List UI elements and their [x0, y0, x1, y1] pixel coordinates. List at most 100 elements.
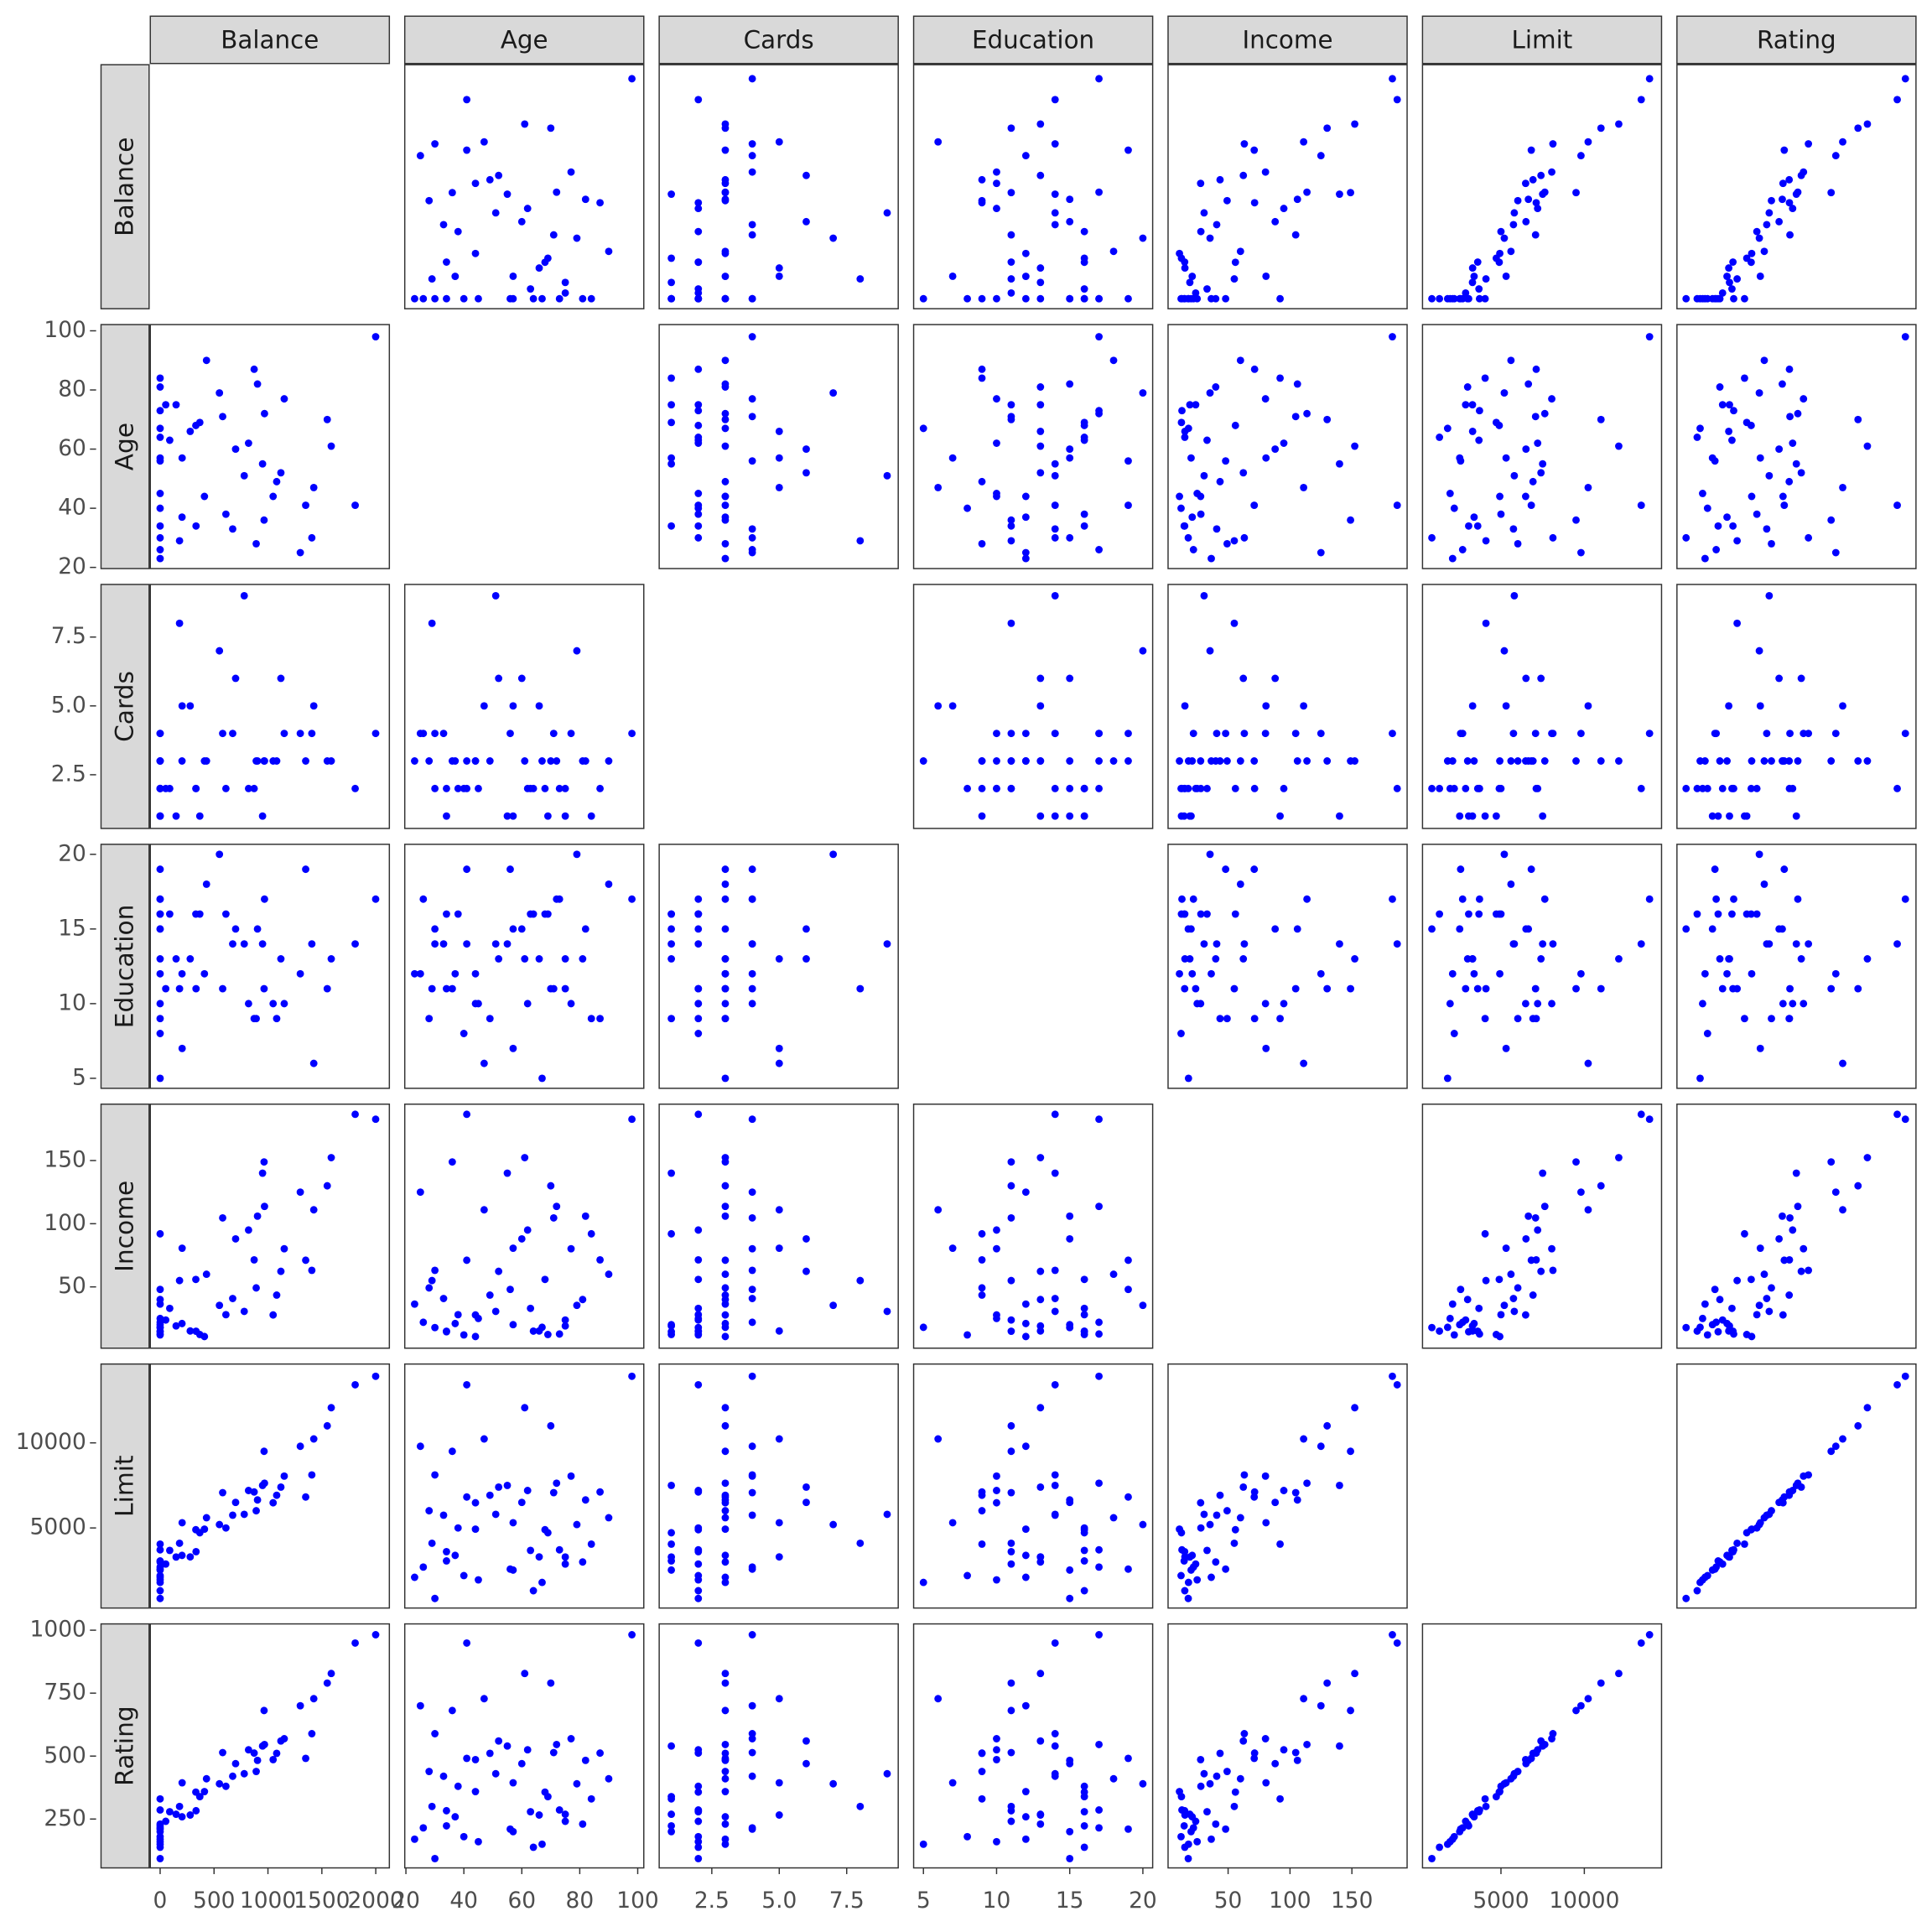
- point: [1457, 457, 1465, 465]
- point: [1066, 1759, 1074, 1768]
- point: [694, 1331, 703, 1339]
- point: [503, 940, 512, 948]
- point: [1481, 294, 1489, 303]
- point: [963, 784, 971, 792]
- point: [1184, 1074, 1192, 1083]
- point: [694, 1226, 703, 1234]
- point: [471, 1788, 480, 1796]
- point: [1450, 1030, 1458, 1037]
- point: [1007, 619, 1015, 627]
- point: [1527, 1256, 1535, 1265]
- point: [1393, 940, 1401, 948]
- point: [1805, 940, 1813, 948]
- point: [694, 258, 703, 267]
- point: [1780, 501, 1789, 510]
- point: [1775, 925, 1784, 933]
- point: [1450, 1832, 1458, 1841]
- point: [439, 1295, 448, 1302]
- point: [221, 1782, 230, 1790]
- point: [258, 812, 267, 820]
- x-tick-label: 20: [1129, 1888, 1157, 1914]
- point: [509, 1321, 517, 1329]
- y-tick-label: 100: [44, 317, 86, 343]
- point: [1805, 533, 1813, 542]
- point: [1789, 439, 1797, 447]
- point: [721, 356, 730, 365]
- point: [1458, 294, 1467, 303]
- point: [721, 179, 730, 188]
- point: [667, 278, 676, 287]
- point: [178, 1319, 186, 1327]
- point: [1036, 812, 1045, 820]
- point: [1036, 674, 1045, 683]
- point: [419, 1318, 428, 1327]
- point: [919, 1323, 927, 1332]
- point: [1124, 1825, 1132, 1833]
- point: [1510, 471, 1519, 480]
- point: [1222, 294, 1230, 303]
- point: [1789, 1487, 1797, 1494]
- point: [596, 199, 604, 207]
- point: [1502, 1044, 1510, 1052]
- point: [628, 1115, 636, 1124]
- point: [555, 294, 564, 303]
- point: [1250, 1493, 1259, 1501]
- point: [802, 217, 810, 226]
- point: [587, 1794, 595, 1803]
- point: [1527, 865, 1535, 874]
- point: [517, 1759, 526, 1768]
- point: [1839, 138, 1846, 146]
- point: [1443, 1840, 1452, 1848]
- point: [1800, 395, 1808, 403]
- point: [1805, 730, 1813, 738]
- point: [1753, 1524, 1761, 1532]
- point: [1827, 984, 1836, 993]
- point: [1797, 674, 1805, 683]
- point: [1733, 984, 1742, 993]
- point: [252, 757, 260, 765]
- point: [553, 188, 561, 196]
- point: [327, 955, 335, 963]
- point: [428, 1276, 436, 1285]
- point: [1448, 1300, 1457, 1308]
- point: [1080, 812, 1088, 820]
- panel: [1421, 64, 1663, 309]
- point: [1522, 674, 1530, 683]
- strip-label: Education: [972, 25, 1094, 54]
- point: [541, 1275, 549, 1284]
- point: [1080, 1793, 1088, 1801]
- point: [280, 1244, 288, 1253]
- point: [535, 702, 543, 710]
- panel: [1421, 1104, 1663, 1349]
- point: [529, 1587, 538, 1595]
- point: [721, 1000, 730, 1008]
- point: [694, 1000, 703, 1008]
- point: [1753, 510, 1761, 518]
- point: [244, 784, 252, 792]
- point: [1473, 258, 1482, 266]
- point: [1768, 1015, 1775, 1023]
- point: [1206, 647, 1214, 655]
- point: [1584, 1059, 1592, 1067]
- point: [443, 910, 450, 918]
- point: [1615, 120, 1623, 128]
- point: [258, 460, 267, 468]
- point: [1496, 757, 1504, 765]
- point: [1768, 757, 1775, 765]
- point: [1178, 407, 1186, 415]
- point: [978, 1540, 986, 1548]
- point: [1036, 1670, 1045, 1678]
- point: [443, 984, 450, 993]
- point: [1755, 647, 1763, 655]
- point: [748, 140, 756, 148]
- point: [1711, 865, 1719, 874]
- point: [1524, 380, 1533, 388]
- strip-label: Income: [110, 1181, 138, 1272]
- point: [1007, 1158, 1015, 1166]
- point: [978, 374, 986, 382]
- point: [521, 1404, 529, 1412]
- point: [1176, 492, 1183, 501]
- point: [1703, 294, 1711, 303]
- point: [1262, 1044, 1270, 1052]
- point: [721, 442, 730, 450]
